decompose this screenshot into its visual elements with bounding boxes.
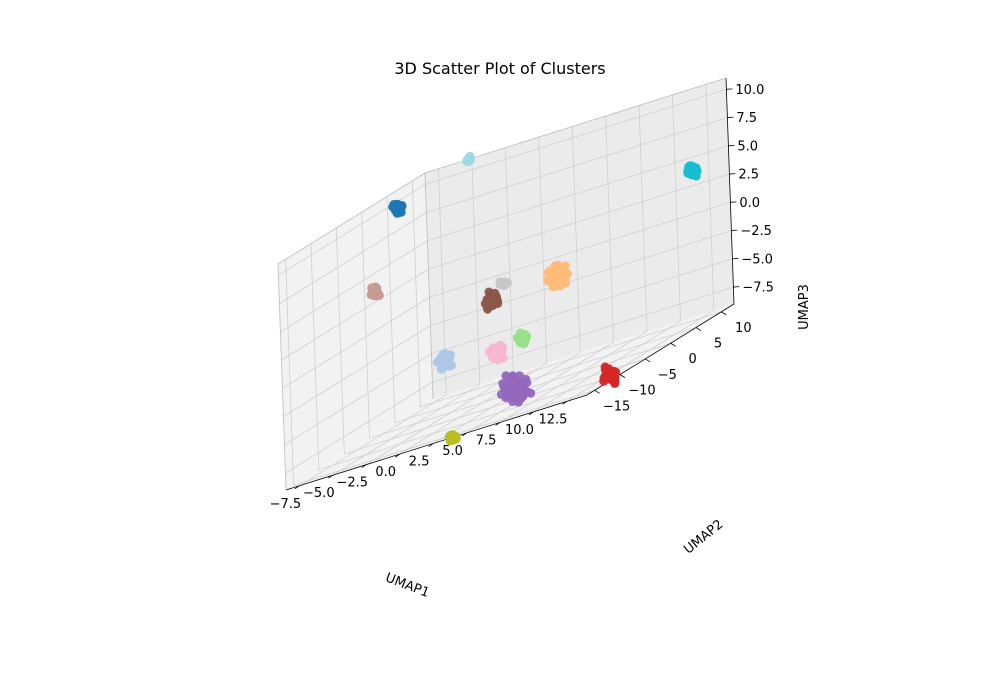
data-point — [558, 267, 568, 277]
cluster-6 — [495, 277, 513, 291]
y-tick-label: −15 — [603, 399, 630, 414]
data-point — [526, 388, 536, 398]
x-grid-line — [332, 158, 481, 476]
z-tick-label: 5.0 — [737, 139, 758, 154]
x-grid-line — [399, 137, 548, 455]
x-tick-label: −5.0 — [303, 486, 335, 501]
x-tick — [328, 474, 334, 479]
y-tick — [721, 311, 727, 316]
z-tick-label: −5.0 — [741, 252, 773, 267]
data-point — [518, 336, 528, 345]
cluster-3 — [366, 282, 384, 301]
y-tick-label: 5 — [714, 337, 722, 352]
x-tick-label: 10.0 — [505, 423, 534, 438]
data-point — [439, 350, 449, 360]
data-point — [552, 276, 562, 286]
cluster-10 — [496, 371, 536, 407]
cluster-7 — [432, 348, 457, 374]
y-tick-label: 10 — [735, 321, 752, 336]
tick-labels: −7.5−5.0−2.50.02.55.07.510.012.5−15−10−5… — [270, 83, 774, 512]
cluster-12 — [599, 362, 621, 388]
x-grid-line — [533, 94, 681, 413]
x-tick — [495, 422, 501, 426]
x-grid-line — [432, 126, 581, 444]
y-grid-line — [285, 259, 595, 486]
x-tick-label: −7.5 — [270, 497, 302, 512]
data-point — [507, 392, 517, 402]
y-tick — [670, 342, 676, 347]
z-tick-label: 2.5 — [738, 168, 759, 183]
data-points — [366, 151, 702, 446]
data-point — [371, 286, 381, 296]
data-point — [498, 279, 508, 289]
back-pane — [425, 78, 734, 399]
y-grid-line — [361, 212, 671, 439]
data-point — [450, 434, 460, 444]
x-tick-label: 0.0 — [375, 465, 396, 480]
chart-title: 3D Scatter Plot of Clusters — [394, 59, 606, 78]
pane-edge — [424, 172, 434, 400]
z-axis-label: UMAP3 — [797, 284, 812, 330]
y-grid-line — [411, 180, 722, 408]
tick-marks — [294, 88, 740, 490]
x-axis-label: UMAP1 — [383, 571, 431, 601]
data-point — [516, 383, 526, 393]
y-tick — [619, 374, 626, 378]
y-tick-label: −10 — [628, 384, 655, 399]
x-tick — [461, 432, 467, 437]
data-point — [685, 165, 695, 175]
data-point — [464, 155, 474, 165]
z-tick-label: −2.5 — [740, 224, 772, 239]
data-point — [492, 349, 502, 359]
x-grid-line — [299, 168, 447, 487]
z-tick-label: −7.5 — [742, 281, 774, 296]
x-axis-line — [285, 394, 588, 491]
cluster-2 — [683, 161, 702, 181]
x-grid-line — [499, 105, 648, 423]
data-point — [391, 205, 401, 215]
y-tick — [695, 327, 702, 331]
y-grid-line — [386, 196, 697, 424]
z-tick-label: 7.5 — [736, 111, 757, 126]
z-tick-label: 0.0 — [739, 196, 760, 211]
cluster-0 — [388, 199, 407, 218]
x-tick-label: 12.5 — [538, 412, 567, 427]
y-tick — [594, 389, 600, 394]
cluster-5 — [480, 287, 503, 314]
x-tick — [394, 453, 400, 458]
y-axis-label: UMAP2 — [681, 517, 726, 557]
x-tick-label: −2.5 — [336, 476, 368, 491]
data-point — [502, 380, 512, 390]
x-tick — [428, 443, 434, 447]
x-tick — [528, 411, 534, 416]
cluster-4 — [542, 260, 573, 292]
y-tick-label: 0 — [688, 352, 696, 367]
x-tick — [562, 401, 568, 405]
x-tick-label: 5.0 — [442, 444, 463, 459]
z-tick-label: 10.0 — [735, 83, 764, 98]
y-tick-label: −5 — [658, 368, 677, 383]
cluster-1 — [462, 151, 475, 167]
cluster-8 — [484, 340, 508, 365]
data-point — [486, 294, 496, 304]
y-grid-line — [335, 227, 646, 455]
y-tick — [645, 358, 651, 363]
x-tick-label: 7.5 — [476, 433, 497, 448]
data-point — [602, 370, 612, 379]
x-tick-label: 2.5 — [409, 455, 430, 470]
cluster-9 — [512, 328, 532, 349]
pane-edge — [277, 263, 287, 491]
data-point — [511, 376, 521, 386]
x-tick — [361, 464, 367, 468]
z-axis-line — [725, 77, 735, 305]
pane-edge — [277, 172, 426, 265]
data-point — [496, 340, 505, 350]
cluster-11 — [444, 430, 461, 446]
x-tick — [294, 485, 300, 490]
pane-edge — [424, 77, 727, 174]
